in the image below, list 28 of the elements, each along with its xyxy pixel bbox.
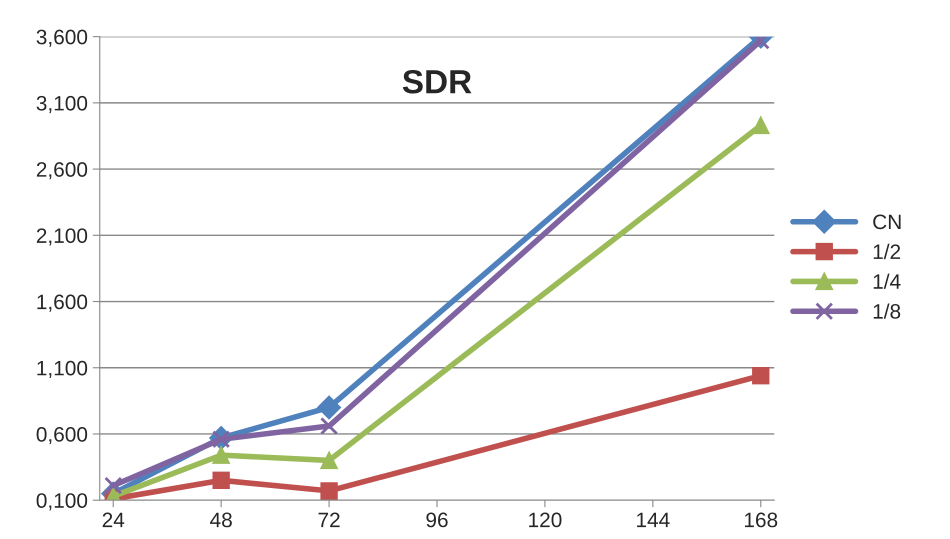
legend-label: CN [873,214,901,230]
y-tick-label: 3,100 [36,96,88,114]
point [212,472,230,490]
y-tick-label: 3,600 [36,30,88,47]
y-tick-label: 2,100 [36,228,88,246]
x-tick-label: 72 [318,512,340,528]
point [212,446,230,464]
point [320,482,338,500]
legend-label: 1/4 [874,274,901,289]
y-tick-label: 1,600 [37,294,88,312]
x-tick-label: 144 [637,512,670,528]
point [320,416,338,436]
text: SDR [402,70,472,94]
y-tick-label: 0,600 [36,426,88,444]
point [317,396,341,420]
y-tick-label: 2,600 [36,162,88,180]
x-tick-label: 48 [210,512,232,528]
legend-label: 1/2 [874,244,900,260]
point [752,367,770,384]
y-tick-label: 0,100 [36,493,88,510]
x-tick-label: 96 [426,512,448,528]
x-tick-label: 168 [744,512,778,528]
y-tick-label: 1,100 [37,360,88,378]
point [104,476,122,495]
x-tick-label: 24 [102,512,124,528]
legend-label: 1/8 [874,303,900,319]
point [320,452,338,470]
x-tick-label: 120 [529,512,562,528]
